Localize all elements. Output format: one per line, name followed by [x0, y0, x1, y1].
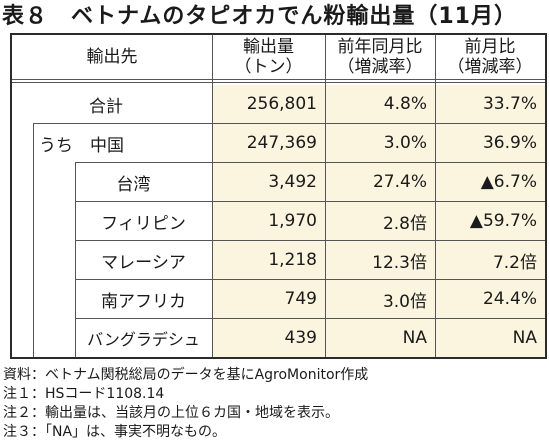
row-philippines-volume: 1,970 — [212, 202, 325, 240]
footnote-2: 注２：輸出量は、当該月の上位６カ国・地域を表示。 — [3, 405, 339, 421]
row-divider-line — [33, 123, 545, 124]
header-volume: 輸出量 （トン） — [212, 35, 325, 79]
col-divider-line — [75, 162, 76, 357]
header-destination: 輸出先 — [12, 35, 212, 79]
row-taiwan-yoy: 27.4% — [325, 163, 435, 201]
col-divider-line — [33, 123, 34, 357]
row-label-taiwan: 台湾 — [75, 163, 212, 201]
row-china-mom: 36.9% — [435, 124, 545, 162]
row-china-yoy: 3.0% — [325, 124, 435, 162]
row-label-china: うち 中国 — [33, 124, 212, 162]
row-total-yoy: 4.8% — [325, 85, 435, 123]
footnote-source: 資料：ベトナム関税総局のデータを基にAgroMonitor作成 — [3, 367, 369, 383]
row-label-total: 合計 — [12, 85, 212, 123]
header-divider-line — [12, 79, 545, 80]
header-destination-label: 輸出先 — [86, 47, 138, 67]
header-mom: 前月比 （増減率） — [435, 35, 545, 79]
row-label-bangladesh: バングラデシュ — [75, 319, 212, 357]
header-yoy-line2: （増減率） — [337, 57, 423, 77]
row-label-south-africa: 南アフリカ — [75, 280, 212, 318]
row-taiwan-volume: 3,492 — [212, 163, 325, 201]
row-malaysia-yoy: 12.3倍 — [325, 241, 435, 279]
row-south-africa-yoy: 3.0倍 — [325, 280, 435, 318]
row-malaysia-volume: 1,218 — [212, 241, 325, 279]
header-divider-line-2 — [12, 82, 545, 83]
header-mom-line2: （増減率） — [447, 57, 533, 77]
header-yoy: 前年同月比 （増減率） — [325, 35, 435, 79]
row-china-volume: 247,369 — [212, 124, 325, 162]
row-divider-line — [75, 201, 545, 202]
row-philippines-mom: ▲59.7% — [435, 202, 545, 240]
footnote-3: 注３：「NA」は、事実不明なもの。 — [3, 424, 227, 440]
row-divider-line — [75, 162, 545, 163]
col-divider-line — [325, 35, 326, 357]
row-divider-line — [75, 318, 545, 319]
row-label-malaysia: マレーシア — [75, 241, 212, 279]
row-bangladesh-volume: 439 — [212, 319, 325, 357]
col-divider-line — [435, 35, 436, 357]
row-total-volume: 256,801 — [212, 85, 325, 123]
table-title: 表８ ベトナムのタピオカでん粉輸出量（11月） — [2, 4, 517, 29]
row-bangladesh-mom: NA — [435, 319, 545, 357]
row-philippines-yoy: 2.8倍 — [325, 202, 435, 240]
row-bangladesh-yoy: NA — [325, 319, 435, 357]
row-divider-line — [75, 279, 545, 280]
row-divider-line — [75, 240, 545, 241]
header-yoy-line1: 前年同月比 — [337, 37, 423, 57]
col-divider-line — [212, 35, 213, 357]
row-total-mom: 33.7% — [435, 85, 545, 123]
row-label-philippines: フィリピン — [75, 202, 212, 240]
footnotes: 資料：ベトナム関税総局のデータを基にAgroMonitor作成 注１：HSコード… — [3, 366, 368, 442]
header-mom-line1: 前月比 — [464, 37, 516, 57]
row-south-africa-mom: 24.4% — [435, 280, 545, 318]
header-volume-line1: 輸出量 — [243, 37, 294, 57]
footnote-1: 注１：HSコード1108.14 — [3, 386, 165, 402]
row-south-africa-volume: 749 — [212, 280, 325, 318]
export-table: 輸出先 輸出量 （トン） 前年同月比 （増減率） 前月比 （増減率） 合計 25… — [10, 33, 547, 359]
row-malaysia-mom: 7.2倍 — [435, 241, 545, 279]
row-taiwan-mom: ▲6.7% — [435, 163, 545, 201]
header-volume-line2: （トン） — [234, 57, 303, 77]
